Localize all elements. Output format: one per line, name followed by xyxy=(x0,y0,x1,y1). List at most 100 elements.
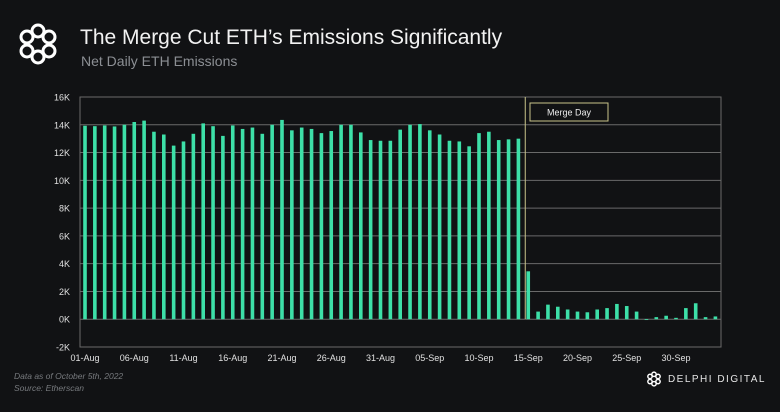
bar xyxy=(388,140,393,320)
bar xyxy=(201,123,205,320)
bar xyxy=(693,303,698,320)
bar xyxy=(526,271,531,320)
bar xyxy=(615,303,619,320)
x-tick-label: 20-Sep xyxy=(563,353,592,363)
merge-day-label: Merge Day xyxy=(547,108,592,118)
bar xyxy=(211,126,215,320)
bar xyxy=(132,122,137,320)
y-tick-label: 10K xyxy=(54,176,70,186)
x-tick-label: 26-Aug xyxy=(317,353,346,363)
bar xyxy=(654,317,659,320)
bar xyxy=(378,140,383,320)
bar xyxy=(319,133,324,320)
bar xyxy=(644,319,649,321)
bar xyxy=(585,312,590,320)
x-tick-label: 25-Sep xyxy=(612,353,641,363)
bar xyxy=(575,311,580,320)
bar xyxy=(447,140,452,320)
bar xyxy=(368,140,373,320)
x-tick-label: 30-Sep xyxy=(661,353,690,363)
bar xyxy=(102,125,107,320)
bar xyxy=(536,311,540,320)
y-tick-label: 14K xyxy=(54,120,70,130)
bar xyxy=(418,124,422,320)
bar xyxy=(457,141,462,320)
bar xyxy=(329,131,334,320)
bar xyxy=(122,124,127,320)
bar xyxy=(713,316,718,320)
x-tick-label: 21-Aug xyxy=(267,353,296,363)
bar xyxy=(595,309,599,320)
bar xyxy=(605,308,609,320)
bar xyxy=(142,120,146,320)
y-tick-label: 0K xyxy=(59,315,70,325)
bar xyxy=(359,132,363,320)
bar xyxy=(496,140,501,320)
delphi-logo-icon xyxy=(19,23,57,65)
bar xyxy=(112,126,117,320)
bar xyxy=(703,317,708,320)
bar xyxy=(467,146,471,320)
y-tick-label: 2K xyxy=(59,287,70,297)
brand-logo: DELPHI DIGITAL xyxy=(646,371,766,387)
bar xyxy=(162,134,166,320)
y-tick-label: 4K xyxy=(59,259,70,269)
y-tick-label: 16K xyxy=(54,93,70,103)
x-tick-label: 05-Sep xyxy=(415,353,444,363)
y-tick-label: 8K xyxy=(59,204,70,214)
bar xyxy=(398,129,402,320)
bar xyxy=(221,135,225,320)
x-tick-label: 31-Aug xyxy=(366,353,395,363)
x-tick-label: 16-Aug xyxy=(218,353,247,363)
x-tick-label: 15-Sep xyxy=(514,353,543,363)
chart-title: The Merge Cut ETH’s Emissions Significan… xyxy=(80,26,503,49)
bar xyxy=(93,126,97,320)
bar xyxy=(230,125,235,320)
y-tick-label: 12K xyxy=(54,148,70,158)
bar xyxy=(477,133,481,320)
data-date-note: Data as of October 5th, 2022 xyxy=(14,371,124,381)
bar xyxy=(427,130,432,320)
plot-frame xyxy=(79,96,722,348)
x-tick-label: 10-Sep xyxy=(464,353,493,363)
bar xyxy=(674,317,678,320)
bar xyxy=(240,128,245,320)
bar xyxy=(634,311,639,320)
bar xyxy=(270,124,274,320)
bar xyxy=(171,145,176,320)
bar xyxy=(556,306,560,320)
delphi-small-logo-icon xyxy=(647,371,661,387)
bar xyxy=(408,124,412,320)
bar xyxy=(309,128,314,320)
bar xyxy=(191,133,196,320)
bar xyxy=(565,309,570,320)
bar xyxy=(437,134,442,320)
bar xyxy=(83,125,87,320)
bar xyxy=(260,133,265,320)
bar xyxy=(546,304,550,320)
bar xyxy=(280,119,284,320)
bar xyxy=(250,127,255,320)
bar xyxy=(152,131,156,320)
y-tick-label: -2K xyxy=(56,343,70,353)
bar xyxy=(506,139,511,320)
bar xyxy=(339,124,343,320)
x-tick-label: 01-Aug xyxy=(70,353,99,363)
bar xyxy=(624,306,629,320)
bar xyxy=(349,124,353,320)
bar xyxy=(290,130,294,320)
brand-name: DELPHI DIGITAL xyxy=(667,373,766,385)
data-source: Source: Etherscan xyxy=(14,383,84,393)
chart-subtitle: Net Daily ETH Emissions xyxy=(81,53,238,69)
merge-day-box xyxy=(529,102,609,122)
bar xyxy=(487,131,491,320)
bar xyxy=(684,308,688,320)
x-tick-label: 11-Aug xyxy=(169,353,197,363)
bar xyxy=(516,138,521,320)
bar xyxy=(664,315,668,320)
bar xyxy=(299,127,304,320)
bar xyxy=(181,141,186,320)
y-tick-label: 6K xyxy=(59,231,70,241)
x-tick-label: 06-Aug xyxy=(120,353,149,363)
